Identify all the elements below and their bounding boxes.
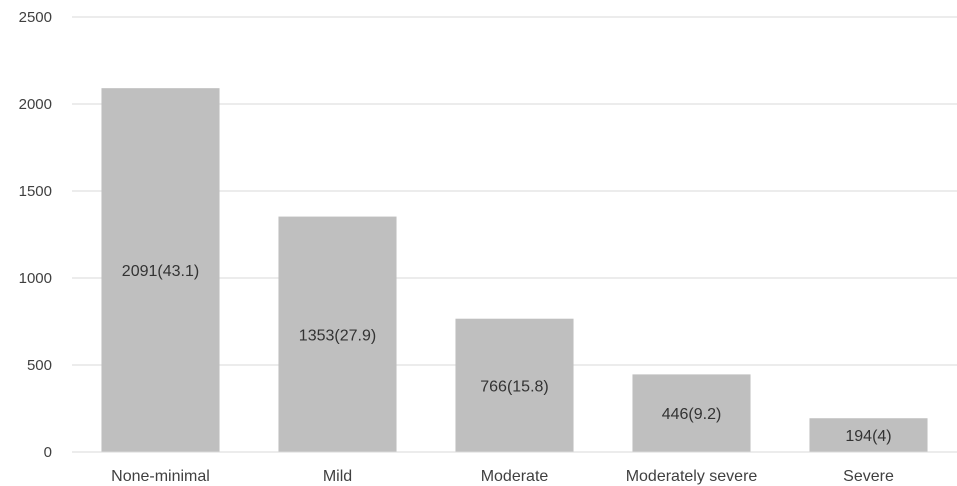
bar <box>809 418 928 452</box>
data-label: 2091(43.1) <box>122 263 199 280</box>
bar <box>101 88 220 452</box>
bars <box>101 88 928 452</box>
x-category-label: None-minimal <box>111 468 210 485</box>
x-axis-categories: None-minimal Mild Moderate Moderately sever… <box>111 468 894 485</box>
x-category-label: Mild <box>323 468 352 485</box>
data-labels: 2091(43.1) 1353(27.9) 766(15.8) 446(9.2) 194… <box>122 263 892 445</box>
y-tick-label: 2500 <box>19 9 52 26</box>
data-label: 766(15.8) <box>480 378 549 395</box>
y-axis-ticks: 0 500 1000 1500 2000 2500 <box>19 9 52 461</box>
data-label: 446(9.2) <box>662 406 722 423</box>
bar <box>455 318 574 452</box>
bar <box>278 216 397 452</box>
x-category-label: Severe <box>843 468 894 485</box>
y-tick-label: 0 <box>44 444 52 461</box>
y-tick-label: 2000 <box>19 96 52 113</box>
data-label: 194(4) <box>845 428 891 445</box>
data-label: 1353(27.9) <box>299 327 376 344</box>
y-tick-label: 1000 <box>19 270 52 287</box>
bar <box>632 374 751 452</box>
x-category-label: Moderately severe <box>626 468 758 485</box>
y-tick-label: 1500 <box>19 183 52 200</box>
x-category-label: Moderate <box>481 468 549 485</box>
y-tick-label: 500 <box>27 357 52 374</box>
